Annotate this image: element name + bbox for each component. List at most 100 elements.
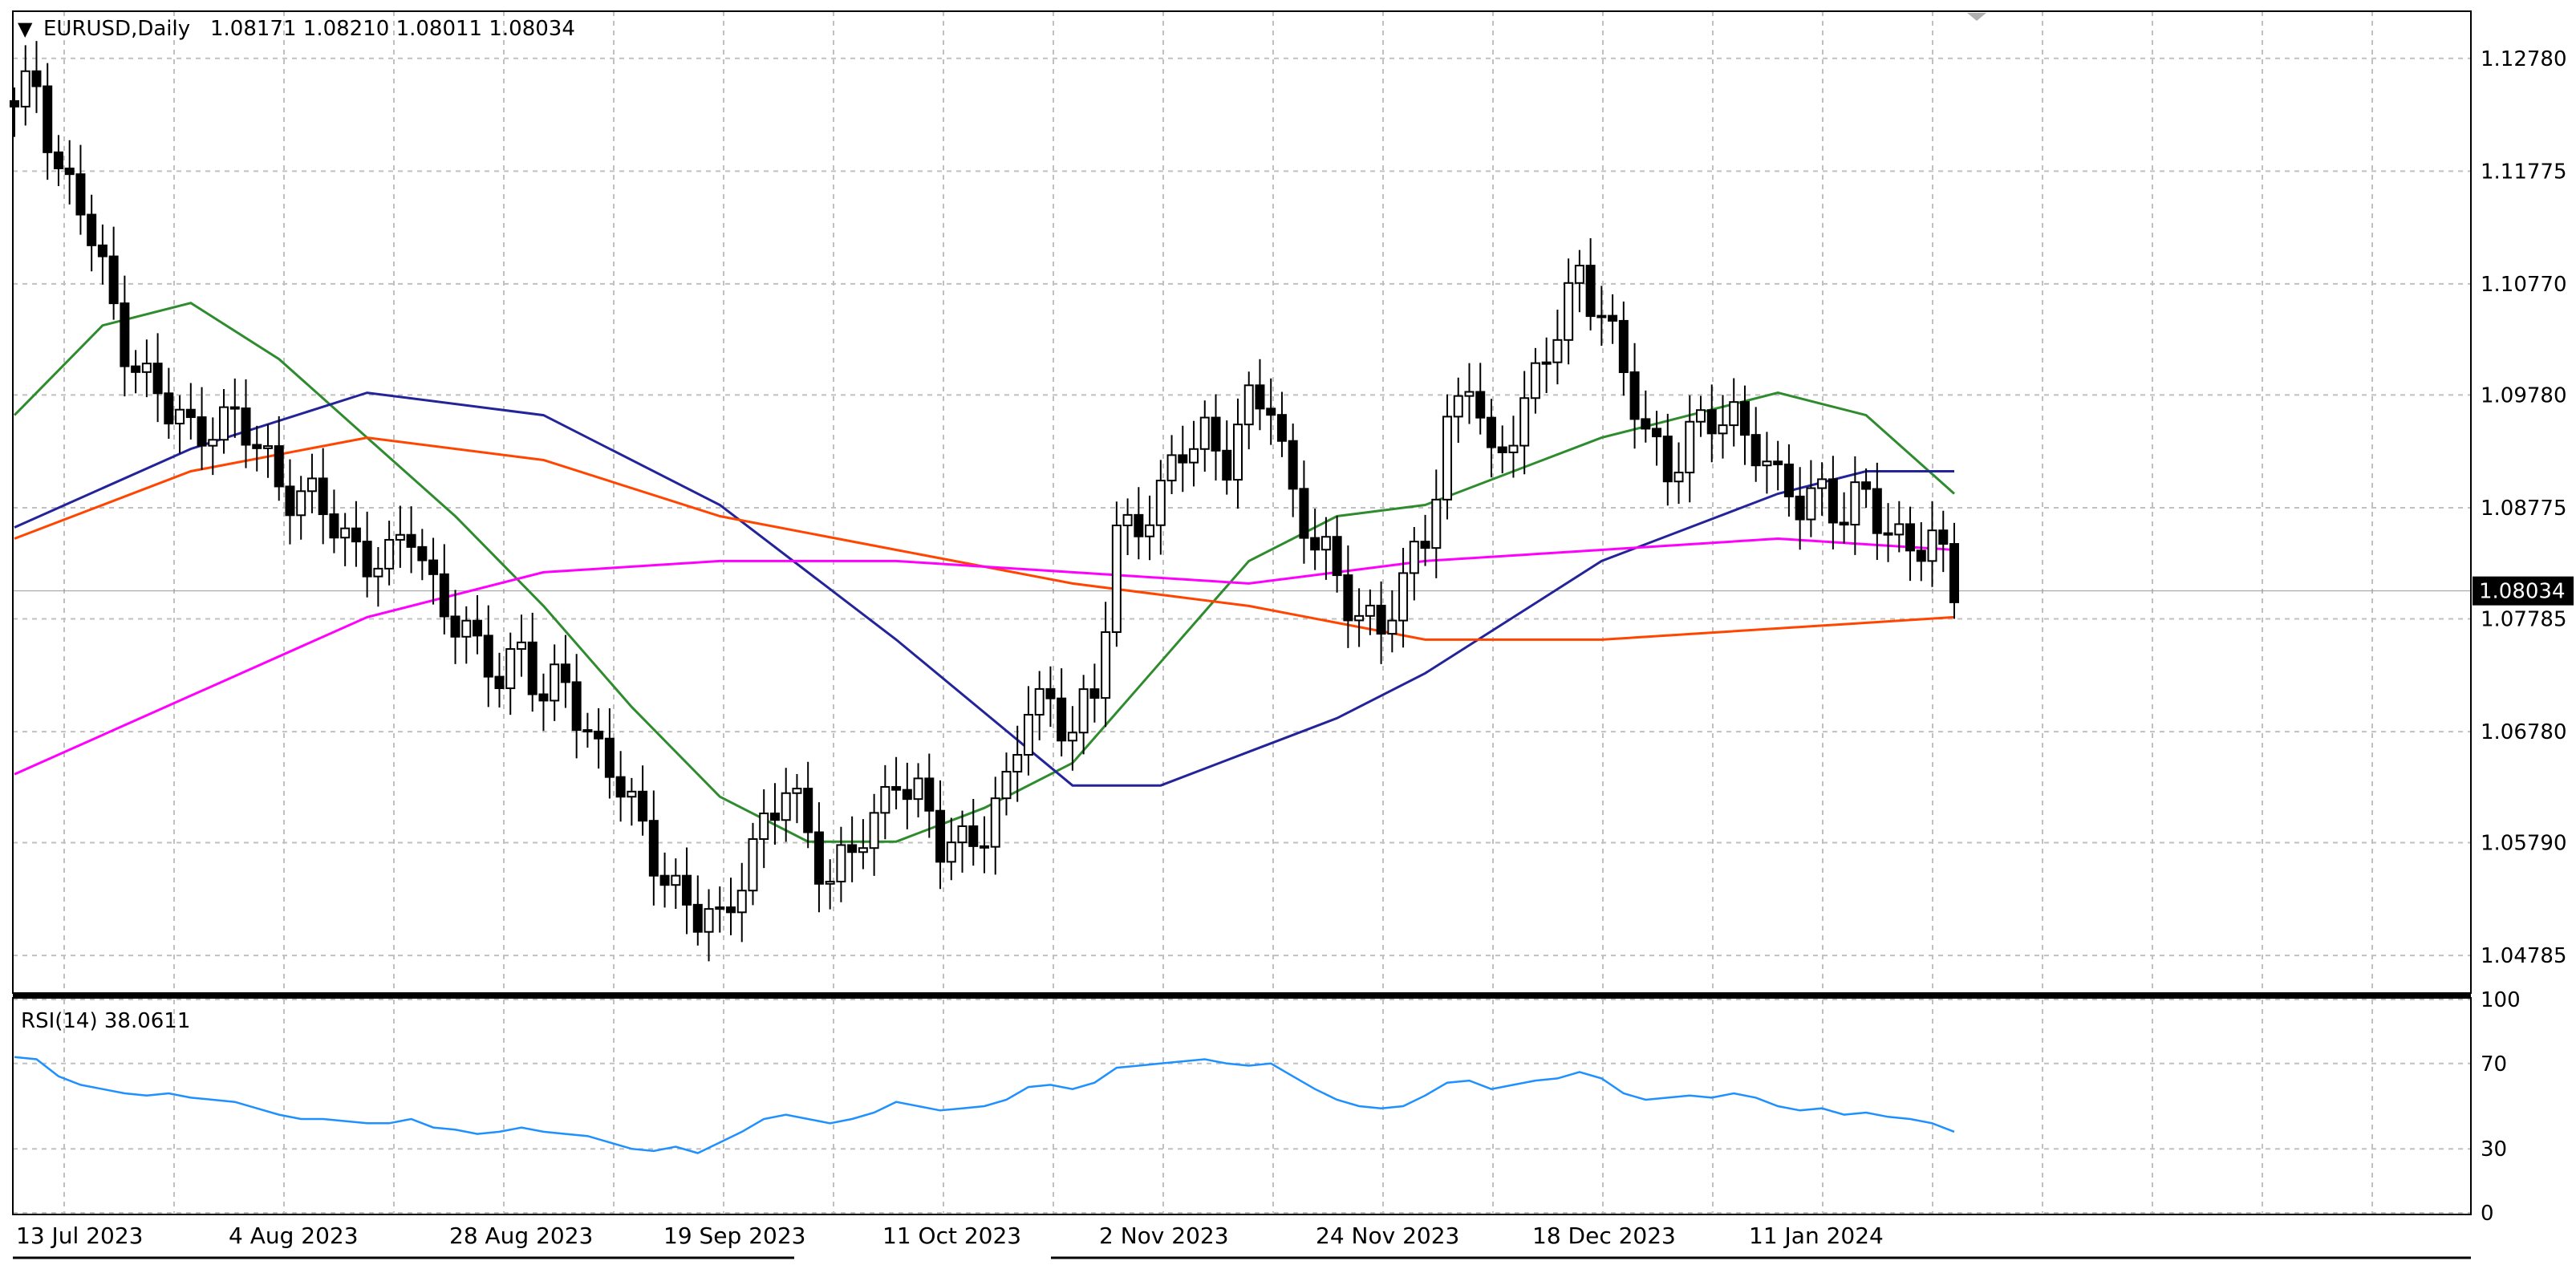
candle-down	[229, 406, 240, 410]
candle-up	[1817, 478, 1828, 489]
candle-down	[560, 663, 570, 683]
candle-down	[1938, 529, 1949, 545]
candle-down	[891, 785, 902, 791]
candle-down	[615, 776, 626, 798]
rsi-level-label: 100	[2481, 988, 2521, 1012]
candle-down	[1057, 697, 1067, 742]
candle-up	[1530, 362, 1540, 399]
candle-down	[1629, 371, 1640, 420]
candle-up	[1519, 397, 1530, 447]
candle-down	[659, 874, 670, 886]
candle-down	[1662, 436, 1673, 483]
collapse-arrow-icon[interactable]: ▼	[18, 18, 33, 40]
candle-up	[208, 439, 218, 447]
price-tick: 1.10770	[2481, 273, 2567, 297]
candle-up	[1232, 424, 1243, 481]
candle-down	[439, 573, 449, 618]
candle-down	[1288, 440, 1298, 490]
candle-down	[571, 681, 582, 732]
candle-up	[1398, 572, 1409, 622]
candle-up	[946, 841, 956, 863]
candle-down	[197, 416, 207, 447]
date-tick: 2 Nov 2023	[1099, 1222, 1229, 1249]
ma-line-magenta	[14, 537, 1955, 776]
candle-down	[1916, 549, 1926, 562]
candle-up	[395, 533, 405, 541]
candle-down	[1255, 384, 1265, 410]
candle-up	[1685, 420, 1695, 474]
candle-up	[1320, 536, 1331, 551]
date-tick: 13 Jul 2023	[16, 1222, 143, 1249]
candle-down	[968, 825, 979, 847]
candle-down	[935, 809, 946, 863]
candle-up	[836, 844, 846, 883]
ma-line-green	[13, 302, 1955, 843]
price-tick: 1.05790	[2481, 832, 2567, 856]
candle-down	[538, 693, 549, 702]
candle-down	[1299, 488, 1309, 539]
candle-down	[1905, 523, 1916, 552]
candle-up	[141, 363, 152, 373]
current-price-label: 1.08034	[2479, 580, 2566, 604]
candle-up	[671, 874, 681, 886]
candle-down	[1949, 543, 1959, 603]
price-tick: 1.08775	[2481, 497, 2567, 521]
candle-down	[1276, 414, 1287, 442]
candle-down	[813, 831, 824, 885]
candle-up	[1762, 460, 1772, 467]
shift-marker-icon[interactable]	[1967, 13, 1986, 21]
candle-up	[1101, 631, 1111, 699]
candle-up	[1894, 523, 1905, 536]
candle-up	[1001, 771, 1012, 800]
candle-up	[1541, 361, 1552, 365]
candle-up	[1067, 732, 1077, 742]
candle-down	[1618, 319, 1629, 374]
candle-down	[1872, 488, 1882, 534]
date-tick: 28 Aug 2023	[449, 1222, 593, 1249]
candle-down	[1828, 478, 1838, 524]
candle-down	[53, 151, 63, 169]
candle-down	[97, 244, 108, 257]
rsi-panel-frame	[12, 997, 2472, 1215]
candle-down	[43, 85, 53, 153]
candle-down	[318, 477, 328, 516]
candle-down	[1839, 521, 1849, 526]
price-candles	[10, 41, 1959, 962]
candle-down	[450, 615, 460, 638]
candle-down	[87, 213, 97, 246]
price-axis: 1.12780 1.11775 1.10770 1.09780 1.08775 …	[2481, 47, 2567, 968]
candle-up	[715, 906, 725, 910]
candle-down	[1178, 454, 1188, 464]
candle-down	[1089, 688, 1100, 699]
candle-down	[329, 513, 339, 539]
rsi-level-label: 0	[2481, 1202, 2494, 1226]
rsi-level-label: 70	[2481, 1052, 2507, 1076]
candle-down	[108, 255, 119, 305]
candle-down	[1608, 314, 1618, 322]
candle-down	[1486, 416, 1496, 448]
candle-up	[748, 838, 758, 892]
rsi-level-label: 30	[2481, 1137, 2507, 1162]
candle-down	[594, 730, 604, 740]
candle-down	[527, 641, 538, 695]
candle-down	[473, 619, 483, 637]
candle-down	[417, 545, 428, 562]
candle-down	[428, 559, 439, 575]
candle-down	[1134, 513, 1144, 537]
price-tick: 1.07785	[2481, 607, 2567, 631]
date-tick: 11 Jan 2024	[1749, 1222, 1884, 1249]
candle-up	[792, 788, 802, 794]
candle-up	[1718, 424, 1728, 435]
candle-down	[362, 541, 372, 578]
candle-up	[1729, 401, 1739, 427]
candle-down	[980, 845, 989, 849]
candle-down	[924, 777, 935, 812]
date-tick: 4 Aug 2023	[229, 1222, 359, 1249]
candle-down	[241, 407, 251, 446]
candle-up	[1596, 314, 1607, 318]
candle-down	[252, 444, 262, 449]
candle-down	[406, 533, 416, 548]
candle-up	[1673, 472, 1684, 483]
